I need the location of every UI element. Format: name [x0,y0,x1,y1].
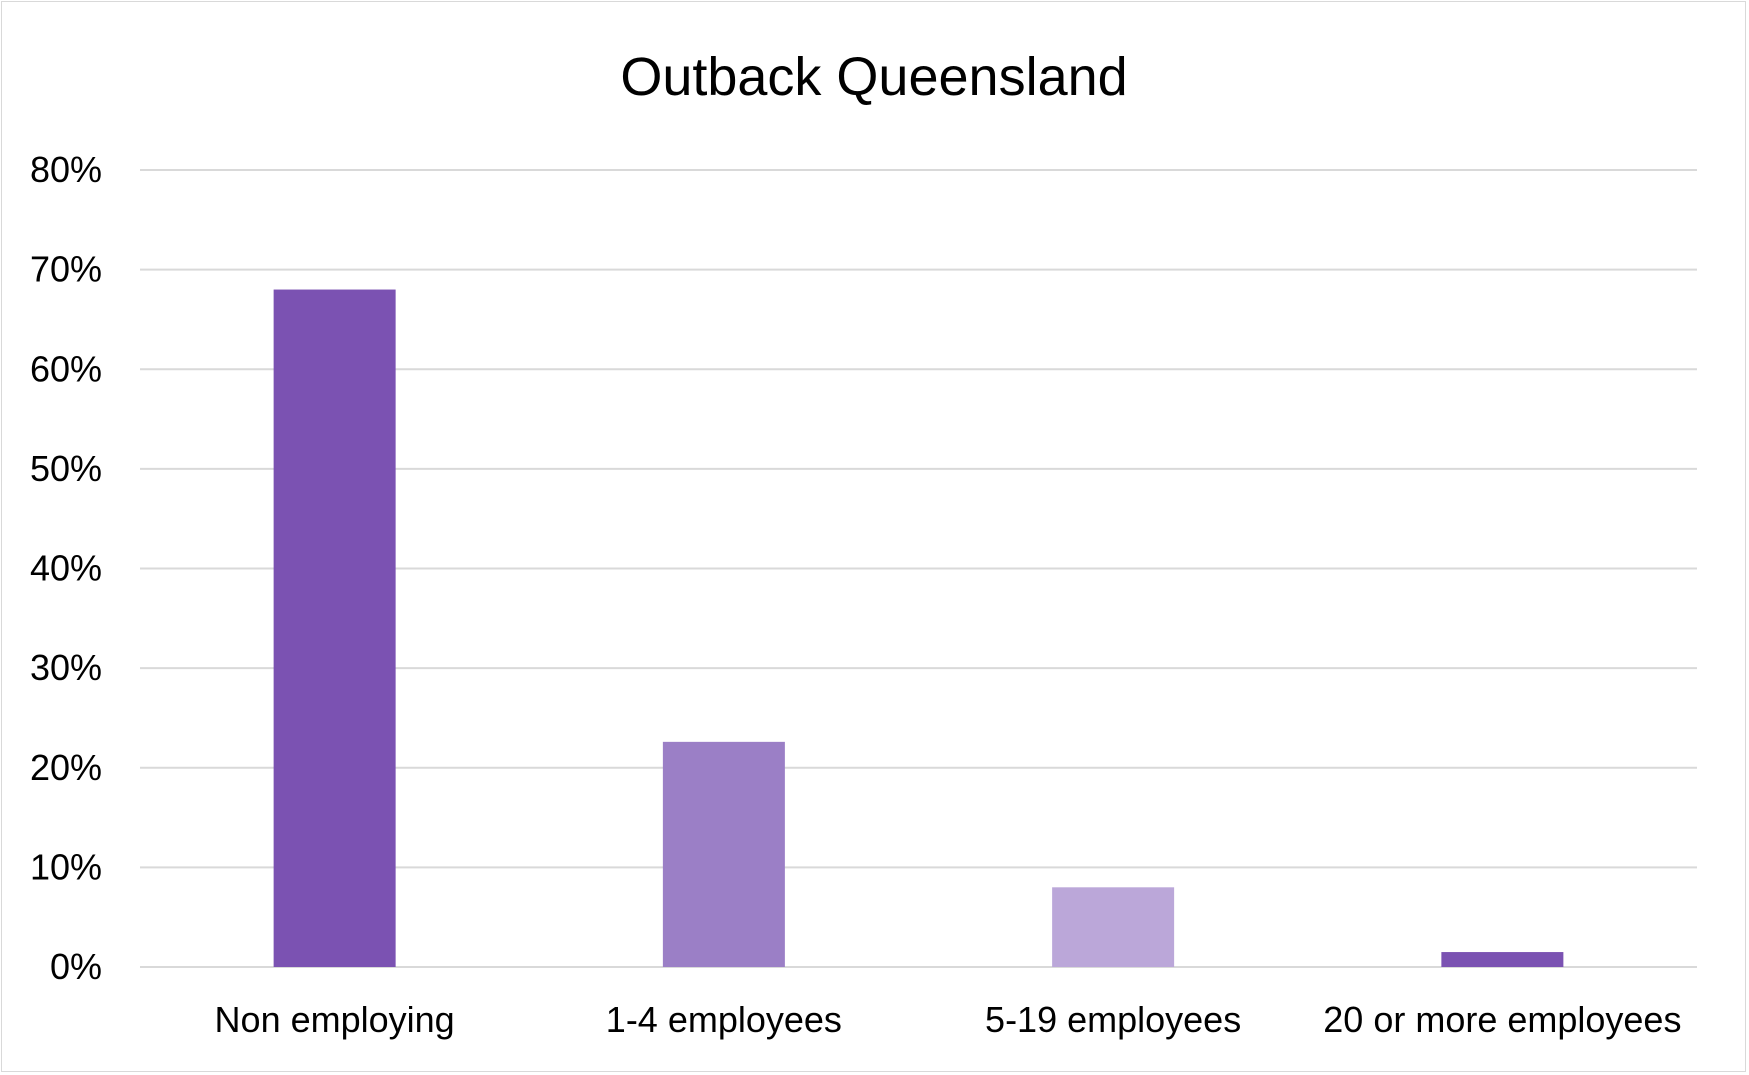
bar [662,741,785,967]
x-axis-category-labels: Non employing 1-4 employees 5-19 employees… [215,999,1682,1040]
y-tick-label: 20% [30,747,102,788]
y-axis-tick-labels: 0% 10% 20% 30% 40% 50% 60% 70% 80% [30,149,102,987]
chart-title: Outback Queensland [620,47,1127,107]
y-tick-label: 60% [30,348,102,389]
y-tick-label: 40% [30,548,102,589]
x-category-label: 5-19 employees [985,999,1241,1040]
y-tick-label: 0% [50,946,102,987]
gridlines [140,169,1697,968]
y-tick-label: 30% [30,647,102,688]
x-category-label: Non employing [215,999,455,1040]
y-tick-label: 10% [30,846,102,887]
x-category-label: 20 or more employees [1323,999,1681,1040]
bars [273,289,1564,967]
y-tick-label: 50% [30,448,102,489]
y-tick-label: 70% [30,249,102,290]
bar [1052,887,1175,967]
bar [1441,952,1564,967]
bar [273,289,396,967]
y-tick-label: 80% [30,149,102,190]
x-category-label: 1-4 employees [606,999,842,1040]
